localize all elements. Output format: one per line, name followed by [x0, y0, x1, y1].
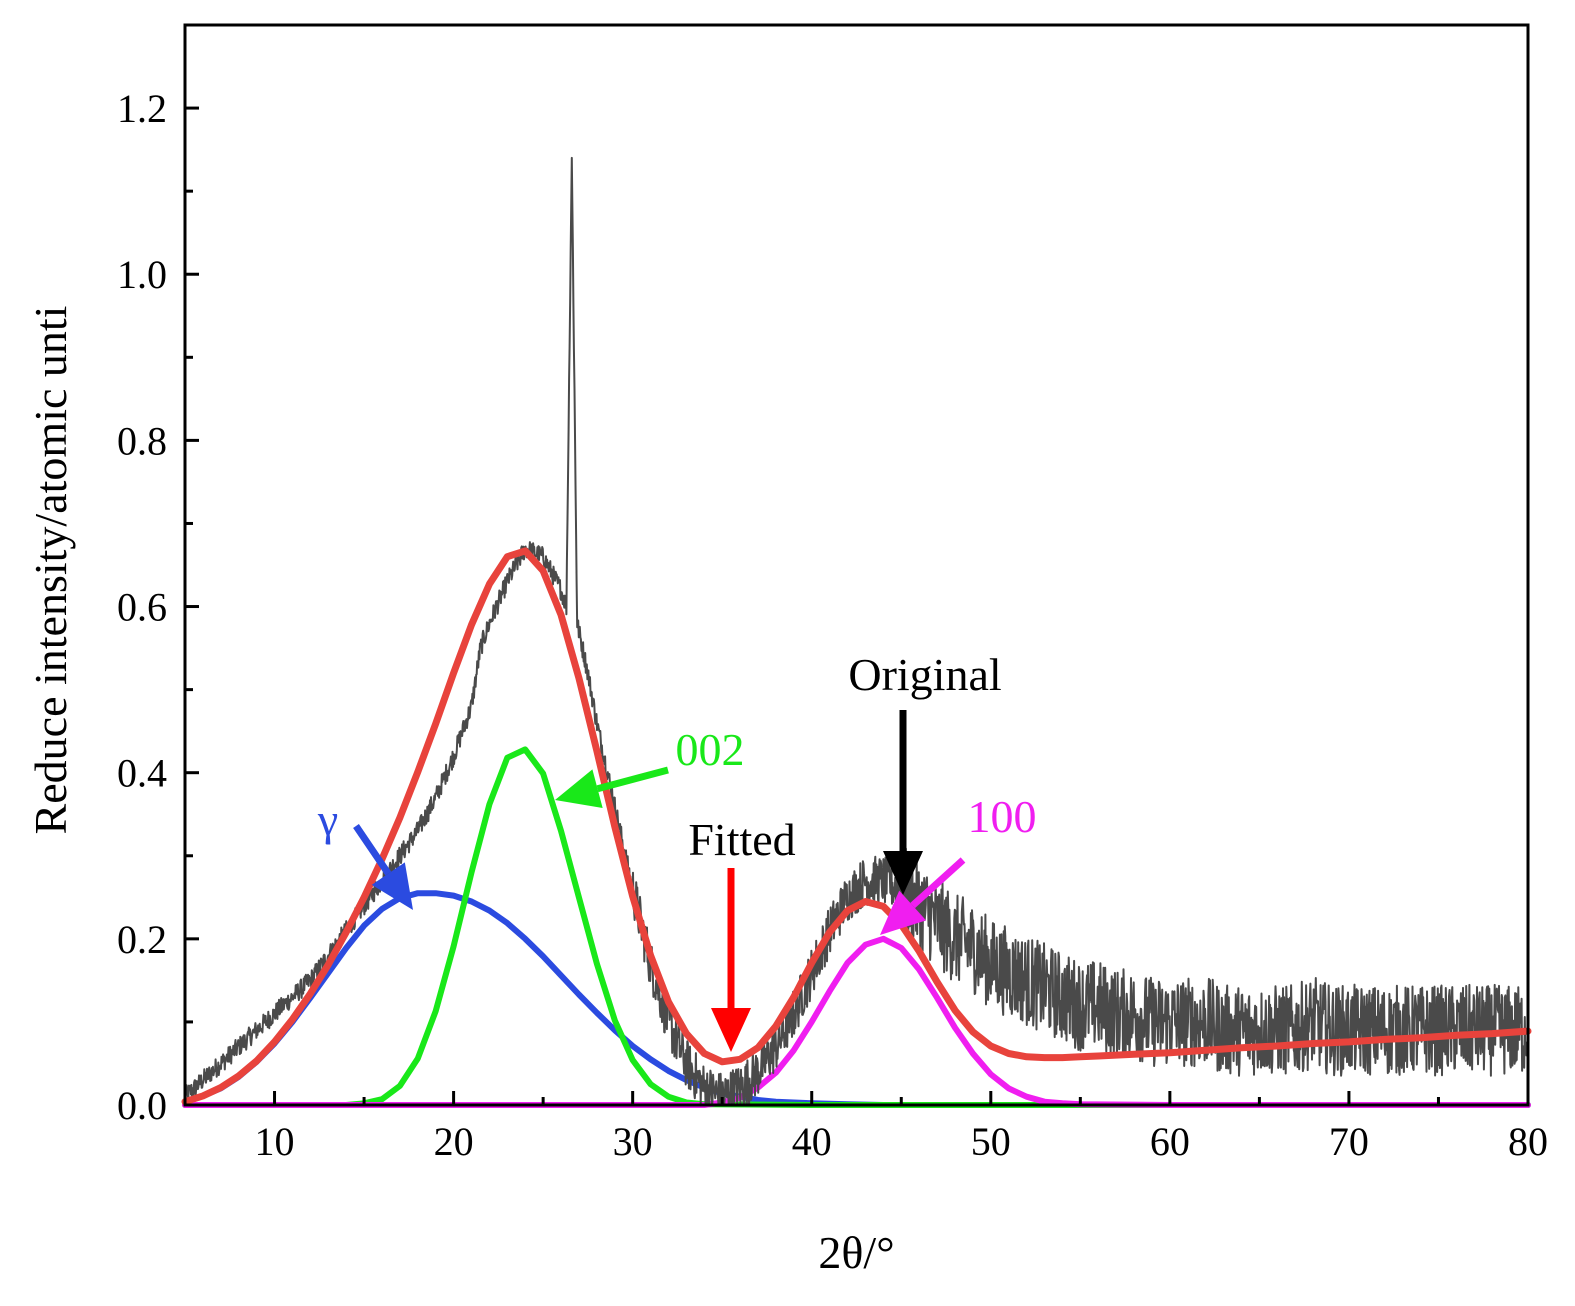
y-tick-label: 0.8 [117, 418, 167, 463]
tick-layer [183, 23, 1530, 1107]
x-tick-label: 30 [613, 1119, 653, 1164]
series-line-002 [182, 746, 1531, 1108]
y-tick-label: 1.2 [117, 86, 167, 131]
y-tick-label: 0.0 [117, 1083, 167, 1128]
arrow-gamma-head [371, 862, 413, 910]
x-tick-label: 70 [1329, 1119, 1369, 1164]
arrow-100-shaft [910, 857, 966, 909]
arrow-002-shaft [596, 766, 669, 793]
annotation-100: 100 [968, 791, 1037, 842]
tick-label-layer: 10 20 30 40 50 60 70 80 0.0 0.2 0.4 0.6 0.8 1.0 1.2 [117, 86, 1548, 1164]
y-tick-label: 0.4 [117, 751, 167, 796]
x-axis-title: 2θ/° [818, 1227, 894, 1278]
annotation-fitted: Fitted [688, 814, 795, 865]
y-axis-title: Reduce intensity/atomic unti [25, 306, 76, 835]
y-tick-label: 0.2 [117, 917, 167, 962]
x-tick-label: 40 [792, 1119, 832, 1164]
arrow-fitted-head [711, 1008, 751, 1052]
annotation-gamma: γ [317, 794, 338, 845]
x-tick-label: 20 [434, 1119, 474, 1164]
series-line-fitted [181, 547, 1532, 1106]
arrow-100-head [880, 890, 927, 935]
arrow-002-head [555, 769, 603, 809]
series-layer [181, 156, 1532, 1108]
arrow-gamma-shaft [353, 824, 392, 876]
series-line-original [184, 156, 1529, 1106]
x-tick-label: 50 [971, 1119, 1011, 1164]
annotation-original: Original [848, 649, 1001, 700]
plot-frame [183, 23, 1530, 1107]
y-tick-label: 0.6 [117, 585, 167, 630]
x-tick-label: 10 [255, 1119, 295, 1164]
x-tick-label: 60 [1150, 1119, 1190, 1164]
y-tick-label: 1.0 [117, 252, 167, 297]
annotation-002: 002 [676, 724, 745, 775]
x-tick-label: 80 [1508, 1119, 1548, 1164]
arrow-layer [353, 710, 966, 1052]
annotation-layer: Original Fitted 002 100 γ [317, 649, 1037, 865]
arrow-original-head [883, 851, 923, 895]
